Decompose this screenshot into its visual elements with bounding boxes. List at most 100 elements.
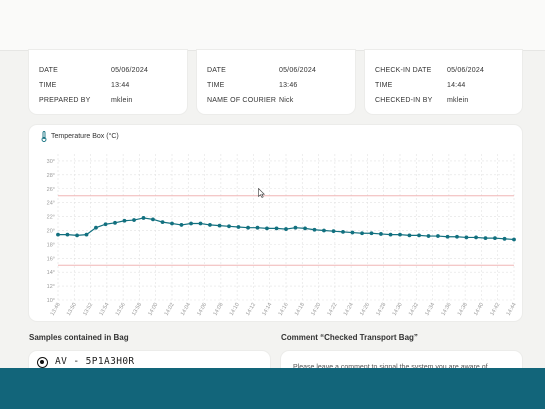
temperature-data-point bbox=[189, 221, 193, 226]
temperature-data-point bbox=[208, 223, 212, 227]
temperature-data-point bbox=[303, 226, 307, 231]
temperature-data-point bbox=[265, 226, 269, 231]
y-tick-label: 16° bbox=[47, 256, 55, 262]
prepared-by-label: PREPARED BY bbox=[39, 97, 91, 104]
temperature-data-point bbox=[179, 223, 184, 227]
x-tick-label: 14:00 bbox=[147, 302, 159, 317]
temperature-data-point bbox=[445, 234, 450, 239]
temperature-data-point bbox=[474, 235, 478, 240]
x-tick-label: 14:06 bbox=[196, 302, 208, 317]
temperature-data-point bbox=[198, 221, 203, 226]
date-label: DATE bbox=[39, 67, 58, 74]
x-tick-label: 14:40 bbox=[473, 302, 485, 317]
temperature-data-point bbox=[160, 220, 165, 225]
x-tick-label: 14:32 bbox=[408, 302, 420, 317]
time-value: 13:44 bbox=[111, 82, 130, 89]
mouse-cursor-icon bbox=[258, 188, 265, 198]
checkin-date-value: 05/06/2024 bbox=[447, 67, 485, 74]
temperature-data-point bbox=[75, 233, 79, 238]
temperature-data-point bbox=[293, 225, 298, 230]
checked-in-by-value: mklein bbox=[447, 97, 469, 104]
x-tick-label: 13:50 bbox=[66, 302, 78, 317]
x-tick-label: 14:16 bbox=[278, 302, 290, 317]
courier-info-card: DATE 05/06/2024 TIME 13:46 NAME OF COURI… bbox=[197, 50, 355, 114]
x-tick-label: 14:42 bbox=[489, 302, 501, 317]
temperature-chart-card: Temperature Box (°C) 30° 28° 26° 24° 22° 20° 1… bbox=[29, 125, 522, 321]
temperature-chart: 30° 28° 26° 24° 22° 20° 18° 16° 14° 12° 10°13:48 13… bbox=[47, 154, 518, 317]
temperature-data-point bbox=[255, 225, 260, 230]
temperature-data-point bbox=[398, 232, 402, 237]
comment-placeholder: Please leave a comment to signal the sys… bbox=[293, 364, 488, 371]
checkin-info-card: CHECK-IN DATE 05/06/2024 TIME 14:44 CHEC… bbox=[365, 50, 522, 114]
x-tick-label: 14:14 bbox=[261, 302, 273, 317]
sample-radio-button[interactable] bbox=[37, 357, 48, 368]
time-label: TIME bbox=[39, 82, 57, 89]
temperature-data-point bbox=[312, 227, 317, 232]
x-tick-label: 14:28 bbox=[375, 302, 387, 317]
temperature-data-point bbox=[113, 220, 117, 225]
temperature-data-point bbox=[141, 216, 146, 220]
chart-title: Temperature Box (°C) bbox=[51, 133, 119, 140]
temperature-data-point bbox=[464, 235, 469, 240]
temperature-data-point bbox=[360, 231, 364, 236]
temperature-data-point bbox=[436, 234, 440, 238]
x-tick-label: 14:36 bbox=[441, 302, 453, 317]
temperature-data-point bbox=[483, 236, 488, 241]
x-tick-label: 13:54 bbox=[99, 302, 111, 317]
date-label: DATE bbox=[207, 67, 226, 74]
time-label: TIME bbox=[375, 82, 393, 89]
y-tick-label: 18° bbox=[47, 242, 55, 248]
y-tick-label: 12° bbox=[47, 284, 55, 290]
temperature-data-point bbox=[455, 234, 459, 239]
y-tick-label: 10° bbox=[47, 298, 55, 304]
temperature-data-point bbox=[122, 218, 127, 223]
temperature-data-point bbox=[103, 222, 108, 227]
thermometer-icon bbox=[41, 131, 47, 142]
temperature-data-point bbox=[493, 236, 497, 241]
x-tick-label: 14:04 bbox=[180, 302, 192, 317]
x-tick-label: 13:56 bbox=[115, 302, 127, 317]
x-tick-label: 13:52 bbox=[82, 302, 94, 317]
x-tick-label: 14:26 bbox=[359, 302, 371, 317]
top-bar bbox=[0, 0, 545, 51]
samples-section-title: Samples contained in Bag bbox=[29, 333, 129, 342]
temperature-data-point bbox=[426, 234, 431, 238]
temperature-data-point bbox=[341, 229, 345, 234]
checked-in-by-label: CHECKED-IN BY bbox=[375, 97, 433, 104]
temperature-data-point bbox=[388, 232, 393, 237]
x-tick-label: 14:24 bbox=[343, 302, 355, 317]
x-tick-label: 14:10 bbox=[229, 302, 241, 317]
sample-item-label[interactable]: AV - 5P1A3H0R bbox=[55, 356, 135, 367]
temperature-data-point bbox=[236, 225, 241, 229]
temperature-data-point bbox=[170, 221, 174, 226]
x-tick-label: 14:34 bbox=[424, 302, 436, 317]
y-tick-label: 20° bbox=[47, 228, 55, 234]
time-label: TIME bbox=[207, 82, 225, 89]
x-tick-label: 14:12 bbox=[245, 302, 257, 317]
temperature-data-point bbox=[217, 223, 222, 228]
temperature-data-point bbox=[151, 217, 155, 222]
y-tick-label: 26° bbox=[47, 187, 55, 193]
temperature-data-point bbox=[84, 232, 89, 237]
temperature-data-point bbox=[512, 237, 516, 242]
checkin-date-label: CHECK-IN DATE bbox=[375, 67, 432, 74]
x-tick-label: 14:30 bbox=[392, 302, 404, 317]
temperature-data-point bbox=[331, 229, 336, 234]
prepared-info-card: DATE 05/06/2024 TIME 13:44 PREPARED BY m… bbox=[29, 50, 187, 114]
temperature-data-point bbox=[246, 225, 250, 230]
y-tick-label: 14° bbox=[47, 270, 55, 276]
time-value: 14:44 bbox=[447, 82, 466, 89]
x-tick-label: 14:44 bbox=[506, 302, 518, 317]
temperature-data-point bbox=[379, 232, 383, 236]
y-tick-label: 30° bbox=[47, 159, 55, 165]
temperature-data-point bbox=[417, 233, 421, 238]
date-value: 05/06/2024 bbox=[111, 67, 149, 74]
prepared-by-value: mklein bbox=[111, 97, 133, 104]
temperature-data-point bbox=[274, 226, 279, 231]
x-tick-label: 14:20 bbox=[310, 302, 322, 317]
temperature-data-point bbox=[132, 218, 136, 222]
comment-section-title: Comment “Checked Transport Bag” bbox=[281, 333, 418, 342]
temperature-data-point bbox=[502, 236, 507, 241]
courier-name-label: NAME OF COURIER bbox=[207, 97, 277, 104]
temperature-data-point bbox=[407, 233, 412, 238]
